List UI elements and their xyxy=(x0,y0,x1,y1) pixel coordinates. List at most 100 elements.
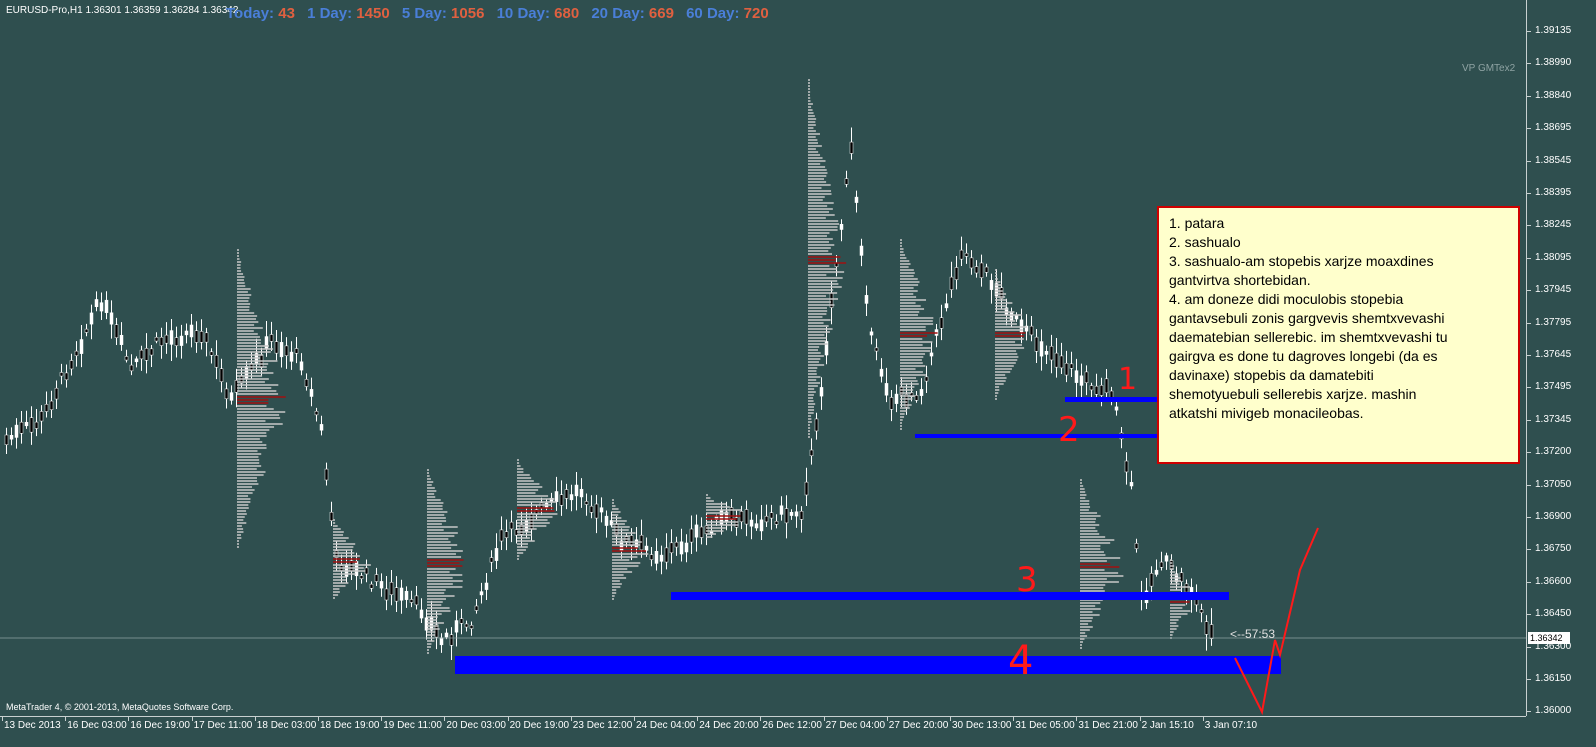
candle-body xyxy=(444,632,449,638)
candle-body xyxy=(314,410,319,416)
candle-body xyxy=(424,617,429,631)
candle-body xyxy=(744,509,749,525)
price-axis[interactable]: 1.39135 1.38990 1.38840 1.38695 1.38545 1.383… xyxy=(1526,0,1596,716)
candle-body xyxy=(559,494,564,506)
chart-area[interactable]: EURUSD-Pro,H1 1.36301 1.36359 1.36284 1.… xyxy=(0,0,1526,716)
candle-body xyxy=(79,339,84,354)
annotation-note[interactable]: 1. patara 2. sashualo 3. sashualo-am sto… xyxy=(1157,206,1520,464)
price-tick-label: 1.38095 xyxy=(1535,251,1572,263)
stat-60day-value: 720 xyxy=(743,5,769,22)
price-tick-label: 1.36150 xyxy=(1535,673,1572,684)
candle-body xyxy=(699,526,704,538)
candle-body xyxy=(459,618,464,624)
note-line: 2. sashualo xyxy=(1169,234,1241,250)
candle-body xyxy=(334,550,339,558)
candle-body xyxy=(394,587,399,602)
candle-body xyxy=(1114,406,1119,411)
time-tick-label: 13 Dec 2013 xyxy=(4,720,61,731)
candle-body xyxy=(914,395,919,401)
candle-body xyxy=(784,508,789,524)
candle-body xyxy=(229,392,234,401)
time-tick-label: 19 Dec 11:00 xyxy=(383,720,442,731)
price-tick-label: 1.38545 xyxy=(1535,154,1572,166)
price-tick xyxy=(1527,387,1531,389)
candlestick-chart[interactable] xyxy=(0,0,1526,716)
time-tick-label: 18 Dec 03:00 xyxy=(256,720,317,731)
bar-countdown: <--57:53 xyxy=(1230,627,1276,641)
candle-body xyxy=(74,350,79,356)
candle-body xyxy=(704,525,709,535)
candle-body xyxy=(924,376,929,382)
candle-body xyxy=(574,484,579,497)
candle-body xyxy=(839,224,844,230)
price-tick xyxy=(1527,257,1531,259)
candle-body xyxy=(1069,363,1074,369)
copyright-text: MetaTrader 4, © 2001-2013, MetaQuotes So… xyxy=(6,702,234,712)
candle-body xyxy=(199,331,204,343)
price-tick-label: 1.36000 xyxy=(1535,705,1572,717)
time-tick-label: 31 Dec 21:00 xyxy=(1078,720,1138,731)
candle-body xyxy=(374,574,379,582)
note-line: gantvirtva shortebidan. xyxy=(1169,272,1311,288)
level-line-3 xyxy=(671,592,1229,600)
price-tick-label: 1.38245 xyxy=(1535,219,1572,231)
candle-body xyxy=(1014,315,1019,320)
note-line: gantavsebuli zonis gargvevis shemtxvevas… xyxy=(1169,310,1445,326)
candle-body xyxy=(779,505,784,515)
stat-10day-label: 10 Day: xyxy=(496,5,550,22)
note-line: atkatshi mivigeb monacileobas. xyxy=(1169,405,1364,421)
candle-body xyxy=(754,523,759,529)
candle-body xyxy=(289,351,294,362)
time-tick xyxy=(128,717,130,721)
price-tick-label: 1.36600 xyxy=(1535,575,1572,587)
candle-body xyxy=(474,605,479,611)
time-tick xyxy=(886,717,888,721)
candle-body xyxy=(684,542,689,553)
stat-today-value: 43 xyxy=(278,5,295,22)
price-tick-label: 1.37795 xyxy=(1535,316,1572,328)
candle-body xyxy=(59,372,64,377)
candle-body xyxy=(564,489,569,499)
time-tick xyxy=(697,717,699,721)
candle-body xyxy=(804,481,809,496)
candle-body xyxy=(949,276,954,290)
candle-body xyxy=(889,397,894,410)
candle-body xyxy=(19,421,24,434)
time-tick-label: 23 Dec 12:00 xyxy=(572,720,633,731)
candle-body xyxy=(589,505,594,513)
time-tick-label: 24 Dec 04:00 xyxy=(636,720,696,731)
candle-body xyxy=(409,599,414,603)
candle-body xyxy=(139,349,144,360)
candle-body xyxy=(219,368,224,382)
price-tick xyxy=(1527,290,1531,292)
time-axis[interactable]: 13 Dec 2013 16 Dec 03:00 16 Dec 19:00 17 De… xyxy=(0,716,1526,747)
price-tick xyxy=(1527,322,1531,324)
price-tick-label: 1.36450 xyxy=(1535,608,1572,620)
candle-body xyxy=(114,324,119,338)
candle-body xyxy=(974,266,979,274)
candle-body xyxy=(204,332,209,343)
candle-body xyxy=(149,348,154,356)
stat-20day-label: 20 Day: xyxy=(591,5,645,22)
candle-body xyxy=(854,196,859,203)
candle-body xyxy=(929,352,934,357)
candle-body xyxy=(499,529,504,542)
candle-body xyxy=(179,335,184,346)
time-tick-label: 26 Dec 12:00 xyxy=(762,720,822,731)
candle-body xyxy=(4,434,9,445)
candle-body xyxy=(184,330,189,336)
candle-body xyxy=(324,468,329,481)
candle-body xyxy=(434,624,439,638)
candle-body xyxy=(54,387,59,400)
note-line: 4. am doneze didi moculobis stopebia xyxy=(1169,291,1404,307)
candle-body xyxy=(439,637,444,646)
candle-body xyxy=(999,287,1004,299)
candle-body xyxy=(159,337,164,346)
price-tick-label: 1.38990 xyxy=(1535,57,1572,69)
candle-body xyxy=(809,449,814,456)
price-tick xyxy=(1527,355,1531,356)
time-tick xyxy=(254,717,256,721)
candle-body xyxy=(154,337,159,342)
candle-body xyxy=(399,587,404,601)
candle-body xyxy=(484,582,489,590)
